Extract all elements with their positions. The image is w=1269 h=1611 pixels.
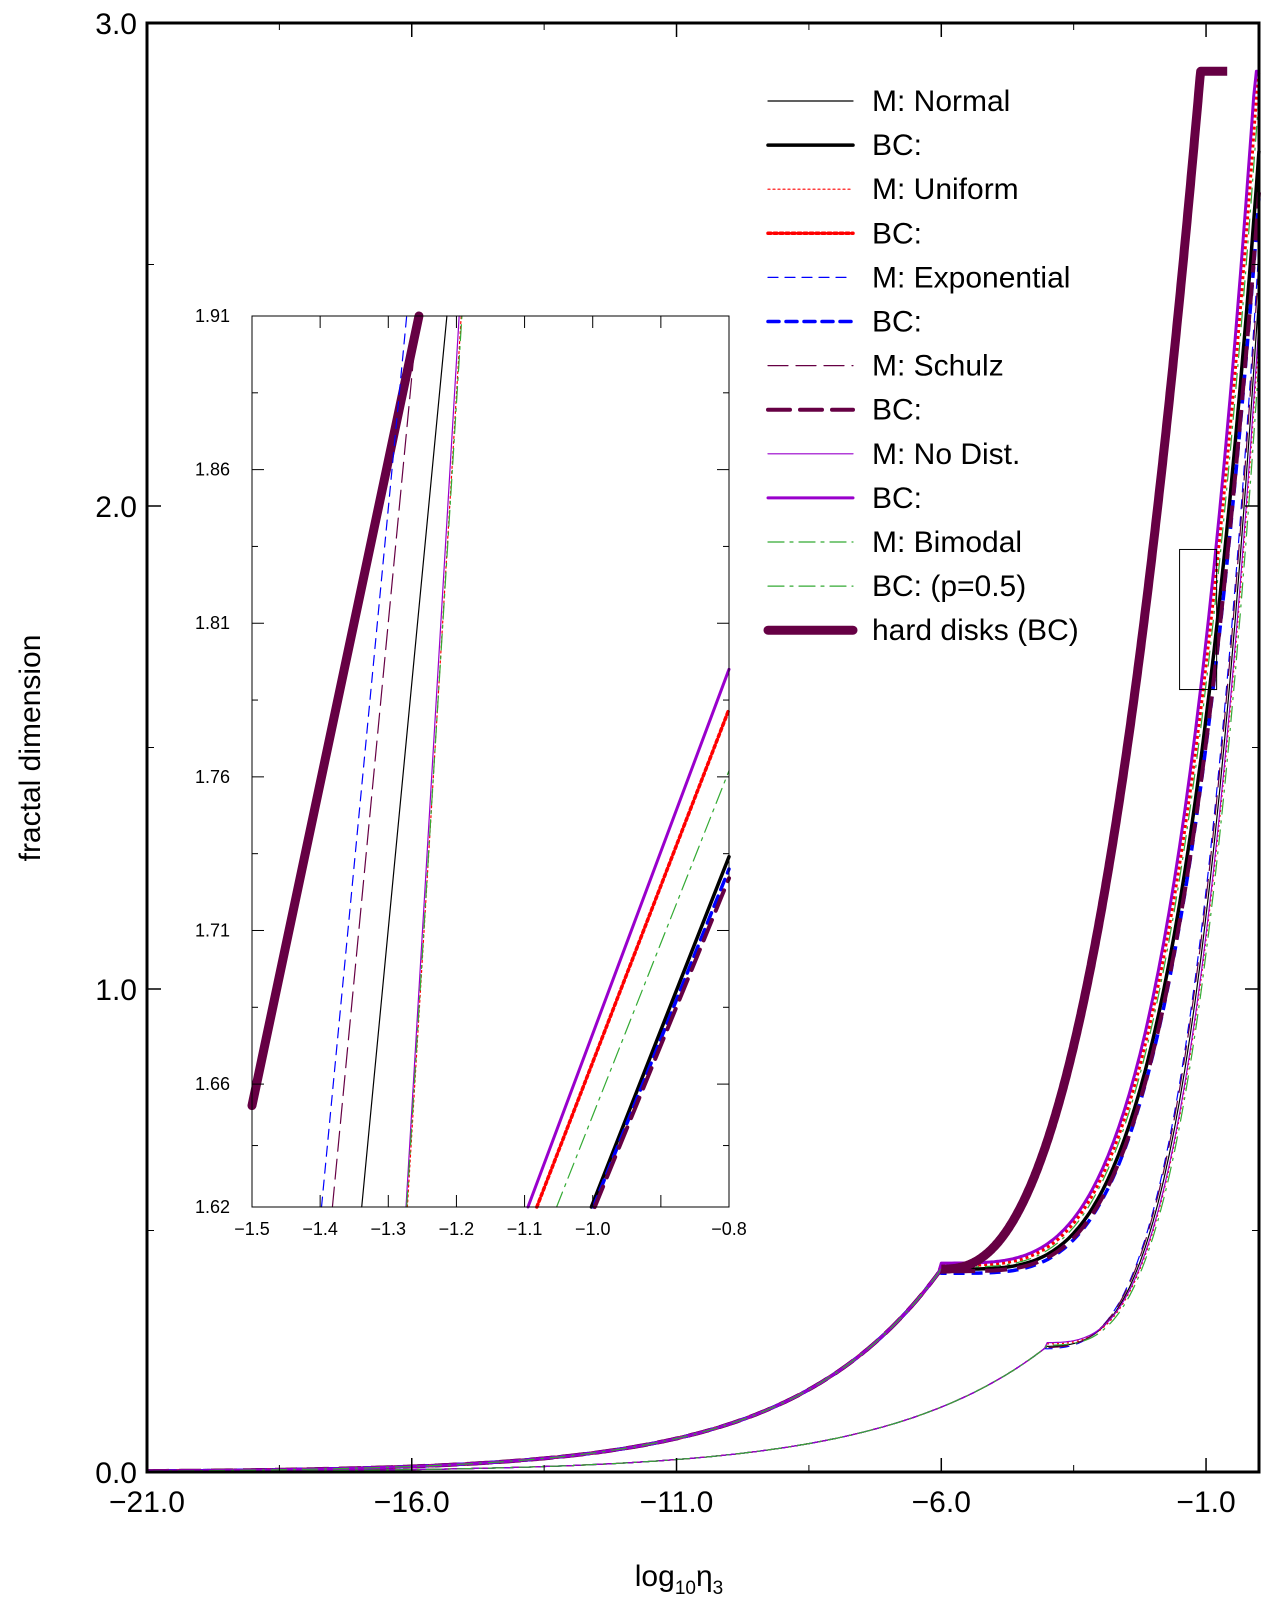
x-tick-label: −6.0 (912, 1486, 971, 1519)
x-axis-title-sub2: 3 (713, 1578, 724, 1599)
x-tick-label: −11.0 (640, 1486, 714, 1519)
y-tick-label: 3.0 (95, 8, 137, 41)
inset-x-tick-label: −1.2 (439, 1219, 475, 1239)
x-axis-title-mid: η (696, 1560, 713, 1593)
inset-x-tick-label: −0.8 (711, 1219, 747, 1239)
inset-line-3 (535, 707, 731, 1209)
y-tick-label: 1.0 (95, 974, 137, 1007)
legend-label-11: BC: (p=0.5) (872, 570, 1026, 603)
series-line-11 (147, 93, 1260, 1472)
inset-y-tick-label: 1.76 (195, 767, 230, 787)
series-line-12 (937, 66, 1231, 1274)
inset-x-tick-label: −1.3 (371, 1219, 407, 1239)
y-tick-label: 2.0 (95, 491, 137, 524)
inset-line-1 (589, 854, 731, 1209)
legend-label-2: M: Uniform (872, 173, 1019, 206)
inset-line-9 (526, 667, 731, 1209)
zoom-region-box (1179, 548, 1218, 691)
y-axis-title: fractal dimension (14, 635, 47, 862)
inset-line-0 (361, 315, 448, 1208)
main-series-lines (147, 66, 1261, 1474)
legend-label-8: M: No Dist. (872, 438, 1020, 471)
inset-x-tick-label: −1.5 (234, 1219, 270, 1239)
inset-plot: −1.5 −1.4 −1.3 −1.2 −1.1 −1.0 −0.8 1.62 1.66 1.71… (195, 306, 747, 1239)
inset-x-tick-label: −1.1 (507, 1219, 543, 1239)
legend-label-9: BC: (872, 482, 922, 515)
inset-line-12 (247, 311, 424, 1111)
inset-frame (251, 315, 730, 1208)
x-tick-label: −1.0 (1176, 1486, 1235, 1519)
legend-label-7: BC: (872, 394, 922, 427)
inset-line-7 (592, 876, 731, 1209)
inset-line-10 (406, 315, 463, 1208)
x-axis-title-sub1: 10 (675, 1578, 696, 1599)
inset-y-tick-label: 1.71 (195, 920, 230, 940)
x-axis-title-main: log (635, 1560, 675, 1593)
inset-y-tick-label: 1.81 (195, 613, 230, 633)
legend-label-1: BC: (872, 129, 922, 162)
inset-line-4 (320, 315, 408, 1208)
inset-line-8 (405, 315, 460, 1208)
inset-y-tick-label: 1.62 (195, 1197, 230, 1217)
x-tick-label: −21.0 (109, 1486, 185, 1519)
legend-label-10: M: Bimodal (872, 526, 1022, 559)
legend-label-0: M: Normal (872, 85, 1010, 118)
main-plot: −21.0 −16.0 −11.0 −6.0 −1.0 0.0 1.0 2.0 3.0 (95, 8, 1261, 1519)
y-tick-label: 0.0 (95, 1457, 137, 1490)
inset-x-tick-label: −1.0 (575, 1219, 611, 1239)
main-axis-ticks: −21.0 −16.0 −11.0 −6.0 −1.0 0.0 1.0 2.0 3.0 (95, 8, 1259, 1519)
legend-label-6: M: Schulz (872, 350, 1004, 383)
inset-series-lines (247, 311, 731, 1209)
inset-line-6 (331, 315, 419, 1208)
inset-y-tick-label: 1.86 (195, 460, 230, 480)
x-tick-label: −16.0 (374, 1486, 450, 1519)
inset-x-tick-label: −1.4 (302, 1219, 338, 1239)
legend-label-12: hard disks (BC) (872, 614, 1079, 647)
legend-label-4: M: Exponential (872, 261, 1070, 294)
legend-label-3: BC: (872, 217, 922, 250)
x-axis-title: log10η3 (635, 1560, 723, 1599)
inset-line-5 (591, 867, 731, 1209)
inset-y-tick-label: 1.91 (195, 306, 230, 326)
inset-axis-ticks: −1.5 −1.4 −1.3 −1.2 −1.1 −1.0 −0.8 1.62 1.66 1.71… (195, 306, 747, 1239)
legend-label-5: BC: (872, 306, 922, 339)
legend: M: Normal BC: M: Uniform BC: M: Exponential B… (763, 85, 1079, 647)
inset-y-tick-label: 1.66 (195, 1074, 230, 1094)
inset-line-11 (555, 770, 730, 1208)
